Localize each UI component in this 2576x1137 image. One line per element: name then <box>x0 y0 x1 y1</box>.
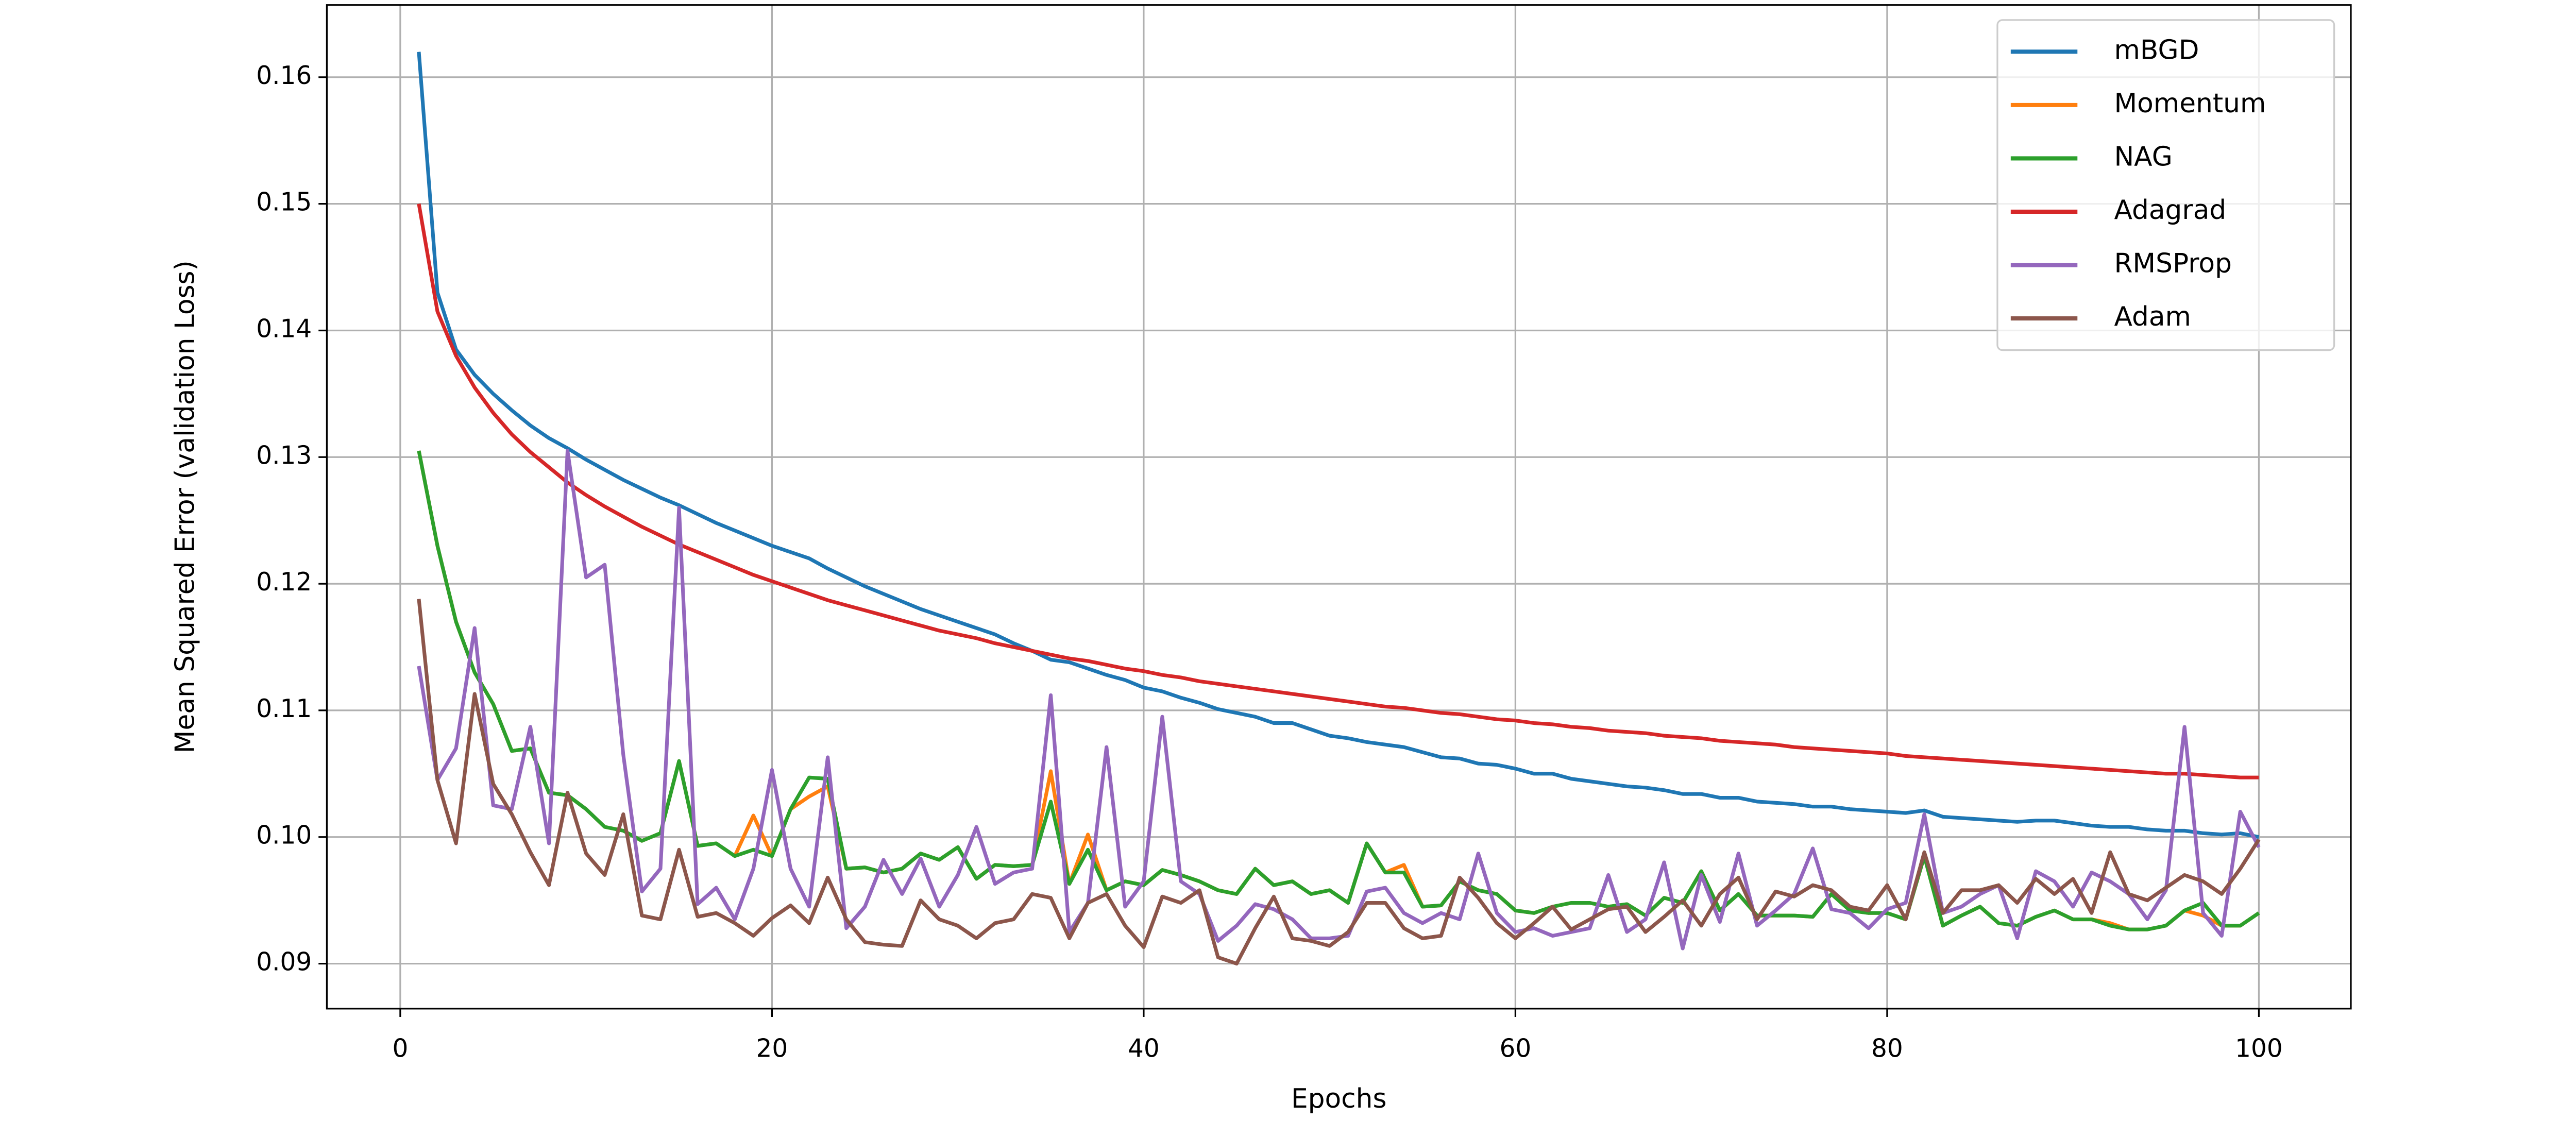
legend-label: mBGD <box>2114 35 2199 65</box>
series-line <box>417 203 2259 779</box>
series-line <box>417 599 2261 966</box>
legend-label: Adam <box>2114 301 2191 332</box>
y-tick-label: 0.11 <box>256 694 312 723</box>
x-tick-label: 40 <box>1128 1034 1160 1063</box>
y-tick-label: 0.15 <box>256 188 312 217</box>
x-tick-label: 60 <box>1500 1034 1532 1063</box>
x-tick-label: 0 <box>392 1034 408 1063</box>
legend-label: Adagrad <box>2114 195 2226 226</box>
series-line <box>417 52 2260 839</box>
y-tick-label: 0.10 <box>256 821 312 850</box>
y-tick-label: 0.09 <box>256 948 312 977</box>
y-tick-label: 0.13 <box>256 441 312 470</box>
plot-lines <box>417 52 2261 966</box>
y-tick-label: 0.12 <box>256 568 312 597</box>
series-line <box>417 450 2260 931</box>
x-tick-label: 20 <box>756 1034 788 1063</box>
x-axis-label: Epochs <box>1291 1083 1386 1114</box>
y-tick-label: 0.14 <box>256 314 312 343</box>
y-tick-label: 0.16 <box>256 61 312 90</box>
grid <box>327 5 2351 1009</box>
y-axis-label: Mean Squared Error (validation Loss) <box>170 260 201 753</box>
legend-box <box>1996 19 2335 351</box>
axes-frame <box>326 4 2352 1010</box>
x-tick-label: 100 <box>2235 1034 2283 1063</box>
x-tick-label: 80 <box>1871 1034 1903 1063</box>
legend-label: RMSProp <box>2114 248 2231 279</box>
ticks: 0 20 40 60 80 100 0.09 0.10 0.11 0.12 0.13 0.14 0.15… <box>256 61 2283 1063</box>
legend-label: Momentum <box>2114 88 2266 119</box>
legend: mBGD Momentum NAG Adagrad RMSProp Adam <box>1996 19 2335 351</box>
legend-label: NAG <box>2114 141 2172 172</box>
